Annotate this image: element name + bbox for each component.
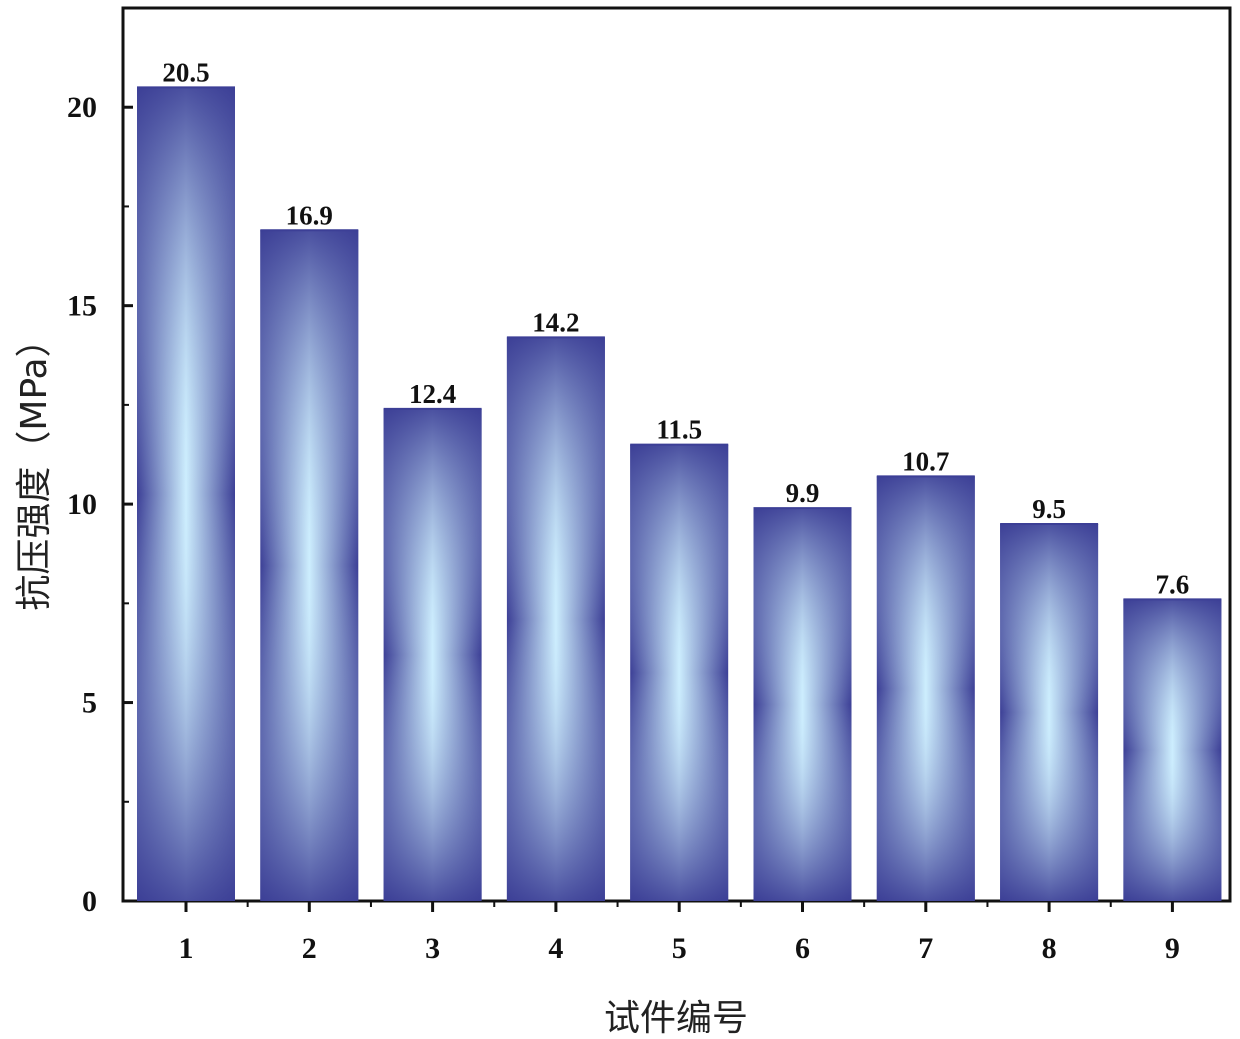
bar-value-label: 11.5	[656, 415, 702, 445]
bar-value-label: 9.5	[1032, 494, 1066, 524]
bar-value-label: 16.9	[286, 200, 333, 230]
bar	[1000, 522, 1099, 901]
bar	[753, 507, 852, 901]
bar-value-label: 12.4	[409, 379, 456, 409]
bar-value-label: 14.2	[532, 307, 579, 337]
bar	[506, 336, 605, 901]
y-tick-label: 20	[67, 91, 97, 124]
x-tick-label: 4	[548, 932, 563, 965]
bar	[383, 407, 482, 901]
bar	[137, 86, 235, 901]
x-tick-label: 5	[672, 932, 687, 965]
bar-value-label: 10.7	[902, 446, 949, 476]
x-tick-label: 6	[795, 932, 810, 965]
y-tick-label: 15	[67, 290, 97, 323]
bar	[260, 229, 359, 901]
x-tick-label: 2	[302, 932, 317, 965]
bar	[1123, 598, 1222, 901]
x-tick-label: 1	[179, 932, 194, 965]
bar	[630, 443, 729, 901]
bar-value-label: 20.5	[162, 57, 209, 87]
x-axis-title: 试件编号	[604, 998, 748, 1039]
bar	[876, 475, 975, 901]
y-tick-label: 0	[82, 885, 97, 918]
y-tick-label: 5	[82, 687, 97, 720]
y-axis-title: 抗压强度（MPa）	[14, 321, 55, 610]
y-tick-label: 10	[67, 488, 97, 521]
bar-value-labels: 20.5 16.9 12.4 14.2 11.5 9.9 10.7 9.5 7.6	[162, 57, 1189, 599]
x-tick-label: 9	[1165, 932, 1180, 965]
x-tick-label: 8	[1042, 932, 1057, 965]
bars	[137, 86, 1222, 901]
x-tick-label: 3	[425, 932, 440, 965]
x-axis-ticks: 1 2 3 4 5 6 7 8 9	[179, 901, 1180, 965]
bar-value-label: 9.9	[786, 478, 820, 508]
bar-value-label: 7.6	[1156, 569, 1190, 599]
y-axis-ticks: 0 5 10 15 20	[67, 91, 133, 918]
x-tick-label: 7	[918, 932, 933, 965]
